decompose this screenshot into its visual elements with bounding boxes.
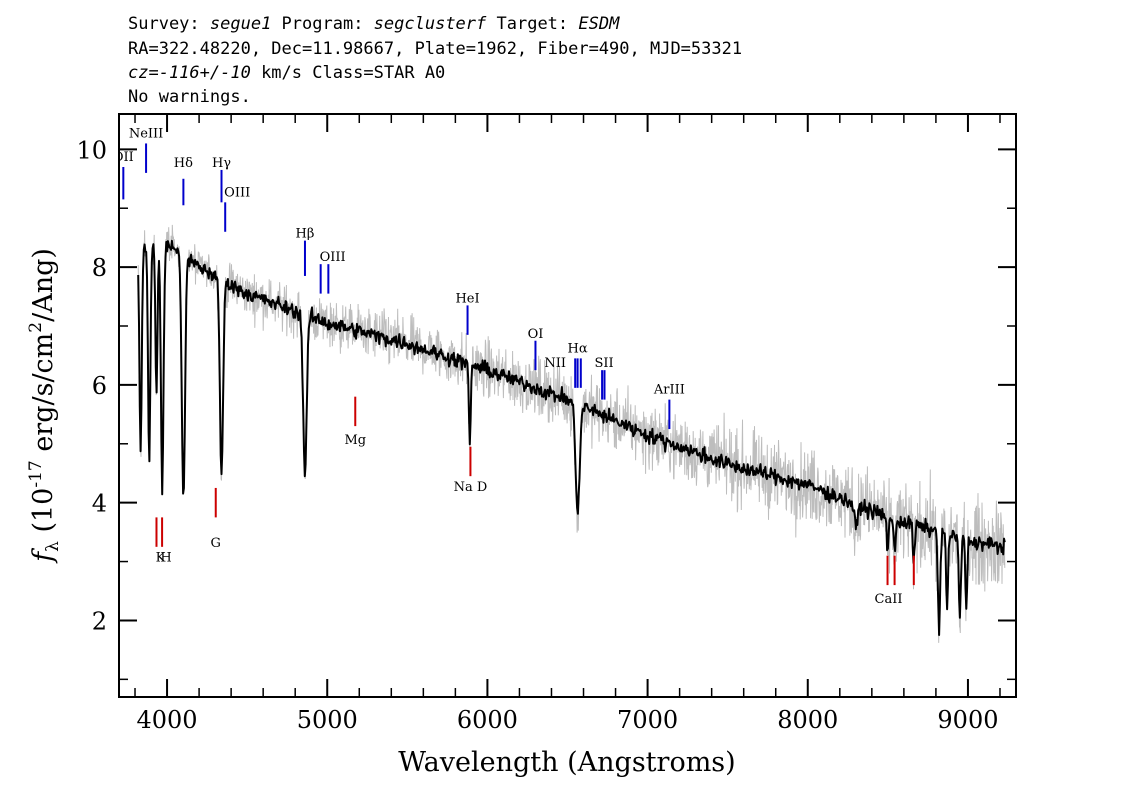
- x-tick-label: 8000: [777, 706, 838, 734]
- x-tick-label: 9000: [937, 706, 998, 734]
- emission-line-label: OI: [528, 327, 544, 342]
- header-velocity-part: km/s Class=STAR A0: [251, 63, 445, 83]
- emission-line-label: NII: [544, 356, 566, 371]
- absorption-line-label: G: [211, 536, 221, 551]
- axes-ticks: 4000 5000 6000 7000 8000 9000 2 4 6 8 10: [76, 114, 1016, 734]
- header-survey-part: segue1: [210, 14, 271, 34]
- header-survey-part: segclusterf: [374, 14, 487, 34]
- emission-line-label: OII: [113, 150, 134, 165]
- emission-line-label: SII: [595, 356, 614, 371]
- absorption-line-label: Na D: [454, 480, 488, 495]
- y-label-f: f: [28, 548, 59, 564]
- header-survey-line: Survey: segue1 Program: segclusterf Targ…: [128, 14, 620, 34]
- y-tick-label: 2: [92, 607, 107, 635]
- emission-line-label: Hα: [568, 342, 588, 357]
- x-axis-title: Wavelength (Angstroms): [398, 747, 735, 778]
- y-tick-label: 10: [76, 136, 107, 164]
- raw-flux-line: [137, 224, 1006, 643]
- y-label-exponent: -17: [26, 460, 46, 487]
- y-label-text: (10: [28, 488, 59, 541]
- y-label-text: erg/s/cm: [28, 333, 59, 461]
- absorption-line-label: K: [156, 551, 166, 566]
- x-tick-label: 4000: [137, 706, 198, 734]
- y-label-subscript: λ: [43, 541, 63, 552]
- y-tick-label: 4: [92, 490, 107, 518]
- header-velocity-part: cz=-116+/-10: [128, 63, 251, 83]
- x-tick-label: 5000: [297, 706, 358, 734]
- header-survey-part: Target:: [486, 14, 578, 34]
- y-label-text: /Ang): [28, 248, 59, 322]
- header-survey-part: Program:: [271, 14, 373, 34]
- y-tick-label: 6: [92, 372, 107, 400]
- header-survey-part: Survey:: [128, 14, 210, 34]
- y-axis-title: fλ (10-17 erg/s/cm2/Ang): [26, 248, 63, 564]
- y-label-exponent: 2: [26, 322, 46, 333]
- header-velocity-line: cz=-116+/-10 km/s Class=STAR A0: [128, 63, 445, 83]
- emission-line-label: Hβ: [296, 227, 315, 242]
- raw-spectrum: [137, 224, 1006, 643]
- absorption-line-label: H: [160, 551, 171, 566]
- y-tick-label: 8: [92, 254, 107, 282]
- header-coordinates-line: RA=322.48220, Dec=11.98667, Plate=1962, …: [128, 39, 742, 59]
- x-tick-label: 6000: [457, 706, 518, 734]
- absorption-line-label: Mg: [344, 433, 366, 448]
- emission-line-label: Hγ: [212, 156, 231, 171]
- smoothed-flux-line: [137, 239, 1006, 636]
- absorption-line-label: CaII: [875, 592, 903, 607]
- emission-line-label: ArIII: [653, 383, 685, 398]
- x-tick-label: 7000: [617, 706, 678, 734]
- plot-frame: [118, 113, 1017, 698]
- header-survey-part: ESDM: [578, 14, 620, 34]
- emission-line-label: HeI: [455, 291, 479, 306]
- emission-line-label: OIII: [224, 185, 250, 200]
- emission-line-label: Hδ: [174, 156, 193, 171]
- emission-line-label: OIII: [320, 250, 346, 265]
- header-warnings-line: No warnings.: [128, 87, 251, 107]
- emission-line-label: NeIII: [129, 127, 163, 142]
- smoothed-spectrum: [137, 239, 1006, 636]
- header: Survey: segue1 Program: segclusterf Targ…: [128, 14, 742, 107]
